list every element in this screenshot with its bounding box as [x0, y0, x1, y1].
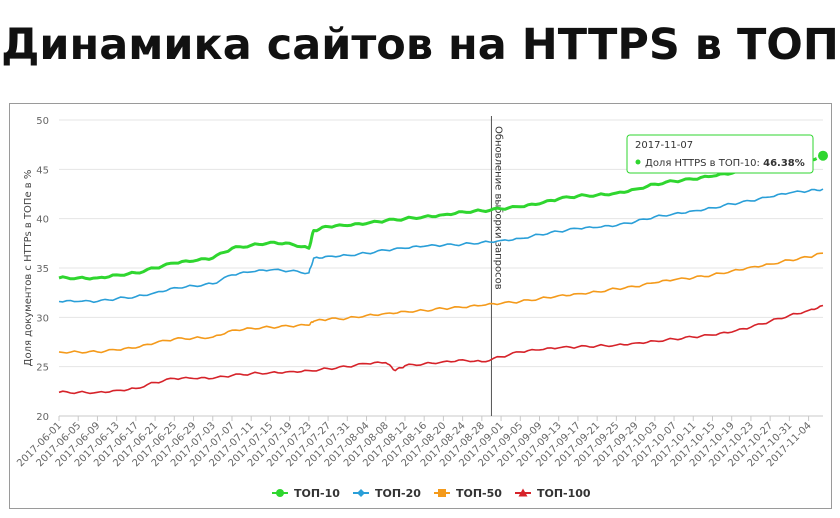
- legend-item-3[interactable]: ТОП-50: [434, 487, 502, 500]
- tooltip-value: 46.38%: [763, 158, 805, 169]
- series-lines: [58, 154, 824, 395]
- line-chart: 20 25 30 35 40 45 50 2017-06-012017-06-052017-…: [15, 116, 830, 500]
- y-tick-label: 45: [36, 165, 49, 176]
- y-tick-label: 40: [36, 215, 49, 226]
- legend-label: ТОП-20: [375, 487, 421, 500]
- legend-label: ТОП-10: [294, 487, 340, 500]
- legend-label: ТОП-50: [456, 487, 502, 500]
- legend-circle-icon: [276, 489, 284, 497]
- legend-square-icon: [438, 489, 446, 497]
- y-tick-label: 25: [36, 363, 49, 374]
- grid-lines: [59, 119, 823, 417]
- series-line-3: [58, 252, 824, 354]
- y-tick-label: 50: [36, 116, 49, 127]
- legend-diamond-icon: [357, 489, 365, 497]
- y-tick-label: 20: [36, 412, 49, 423]
- legend-item-4[interactable]: ТОП-100: [515, 487, 591, 500]
- tooltip-colon: :: [757, 158, 764, 169]
- legend-item-1[interactable]: ТОП-10: [272, 487, 340, 500]
- hover-marker[interactable]: [816, 148, 830, 163]
- tooltip-series: Доля HTTPS в ТОП-10: [645, 158, 757, 169]
- y-tick-label: 30: [36, 313, 49, 324]
- page-title: Динамика сайтов на HTTPS в ТОП: [1, 20, 839, 70]
- x-axis-ticks: 2017-06-012017-06-052017-06-092017-06-13…: [15, 416, 814, 469]
- tooltip-bullet-icon: [635, 159, 641, 165]
- tooltip: 2017-11-07 Доля HTTPS в ТОП-10: 46.38%: [626, 134, 830, 174]
- legend-label: ТОП-100: [537, 487, 591, 500]
- y-tick-label: 35: [36, 264, 49, 275]
- y-axis-ticks: 20 25 30 35 40 45 50: [36, 116, 49, 423]
- legend: ТОП-10 ТОП-20 ТОП-50 ТОП-100: [272, 487, 591, 500]
- tooltip-date: 2017-11-07: [635, 140, 693, 151]
- legend-triangle-icon: [518, 488, 528, 497]
- annotation-vertical-line: Обновление выборки запросов: [490, 116, 503, 416]
- chart-frame: 20 25 30 35 40 45 50 2017-06-01 2017-06-05 2017-…: [9, 103, 832, 509]
- series-line-4: [58, 304, 824, 395]
- legend-item-2[interactable]: ТОП-20: [353, 487, 421, 500]
- y-axis-title: Доля документов с HTTPs в ТОПе в %: [23, 170, 34, 367]
- series-line-1: [58, 154, 824, 281]
- series-line-2: [58, 188, 824, 304]
- tooltip-text: Доля HTTPS в ТОП-10: 46.38%: [645, 158, 805, 169]
